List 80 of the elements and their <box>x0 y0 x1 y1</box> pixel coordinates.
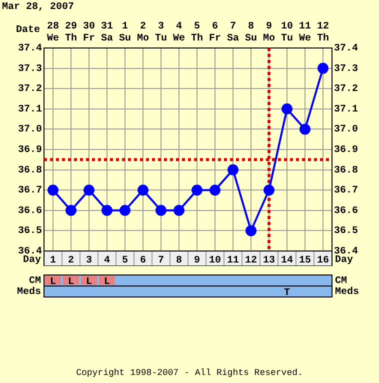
x-tick-label: 1 Su <box>118 22 132 45</box>
y-tick-label: 36.8 <box>18 165 42 176</box>
y2-tick-label: 36.6 <box>334 206 358 217</box>
y-tick-label: 37.0 <box>18 124 42 136</box>
y-tick-label: 37.2 <box>18 84 42 96</box>
x2-tick-label: 9 <box>194 256 200 267</box>
x-tick-label: 28 We <box>46 22 60 45</box>
point <box>210 184 220 196</box>
y2-tick-label: 37.3 <box>334 64 358 75</box>
x-tick-label: 7 Sa <box>226 22 240 45</box>
point <box>156 204 166 216</box>
x-tick-label: 10 Tu <box>280 22 294 45</box>
x-tick-label: 30 Fr <box>82 22 96 45</box>
point <box>66 204 76 216</box>
y2-tick-label: 37.4 <box>334 44 358 55</box>
y2-tick-label: 37.1 <box>334 104 358 116</box>
y-tick-label: 37.1 <box>18 104 42 116</box>
x2-tick-label: 14 <box>280 256 294 267</box>
x2-tick-label: 15 <box>298 256 312 267</box>
point <box>264 184 274 196</box>
y2-tick-label: 36.8 <box>334 165 358 176</box>
y-tick-label: 36.5 <box>18 226 42 238</box>
point <box>246 225 256 236</box>
x-tick-label: 9 Mo <box>262 22 276 45</box>
y-tick-label: CM <box>28 276 41 288</box>
point <box>300 124 310 135</box>
y-tick-label: 36.6 <box>18 206 42 217</box>
point <box>228 164 238 176</box>
x-tick-label: 8 Su <box>244 22 258 45</box>
y-tick-label: 36.9 <box>18 145 42 156</box>
x2-tick-label: 13 <box>262 256 276 267</box>
y2-tick-label: 37.0 <box>334 124 358 136</box>
x-tick-label: 5 Th <box>190 22 204 45</box>
x2-tick-label: 1 <box>50 256 56 267</box>
x-tick-label: 3 Tu <box>154 22 168 45</box>
x2-tick-label: 5 <box>122 256 128 267</box>
x-axis-title: Date <box>16 25 40 36</box>
x-tick-label: 29 Th <box>64 22 78 45</box>
x-tick-label: 6 Fr <box>208 22 222 45</box>
point <box>138 184 148 196</box>
x2-tick-label: 11 <box>226 256 240 267</box>
y-tick-label: 37.3 <box>18 64 42 75</box>
point <box>318 62 328 74</box>
x2-tick-label: 16 <box>316 256 330 267</box>
point <box>102 204 112 216</box>
point <box>174 204 184 216</box>
x-tick-label: 11 We <box>298 22 312 45</box>
text: L <box>86 277 92 288</box>
y2-tick-label: CM <box>335 276 348 288</box>
x-tick-label: 12 Th <box>316 22 330 45</box>
point <box>48 184 58 196</box>
x2-tick-label: 2 <box>68 256 74 267</box>
x2-tick-label: 8 <box>176 256 182 267</box>
x2-tick-label: 4 <box>104 256 110 267</box>
text: L <box>68 277 74 288</box>
y-tick-label: 36.7 <box>18 186 42 197</box>
point <box>282 103 292 114</box>
y-tick-label: 37.4 <box>18 44 42 55</box>
y2-tick-label: 37.2 <box>334 84 358 96</box>
x2-tick-label: 12 <box>244 256 258 267</box>
x2-tick-label: 10 <box>208 256 222 267</box>
point <box>120 204 130 216</box>
point <box>192 184 202 196</box>
x-tick-label: 4 We <box>172 22 186 45</box>
y2-tick-label: 36.7 <box>334 186 358 197</box>
x2-tick-label: 3 <box>86 256 92 267</box>
point <box>84 184 94 196</box>
y2-tick-label: 36.9 <box>334 145 358 156</box>
text: L <box>104 277 110 288</box>
text: T <box>284 288 290 300</box>
y-tick-label: Meds <box>16 286 41 298</box>
x-tick-label: 31 Sa <box>100 22 114 45</box>
y2-tick-label: Meds <box>335 286 360 298</box>
text: L <box>50 277 56 288</box>
text: Copyright 1998-2007 - All Rights Reserved. <box>76 368 303 378</box>
x2-tick-label: 7 <box>158 256 164 267</box>
chart-title: Mar 28, 2007 <box>2 2 74 13</box>
x2-tick-label: 6 <box>140 256 146 267</box>
y2-tick-label: 36.5 <box>334 226 358 238</box>
x-tick-label: 2 Mo <box>136 22 150 45</box>
